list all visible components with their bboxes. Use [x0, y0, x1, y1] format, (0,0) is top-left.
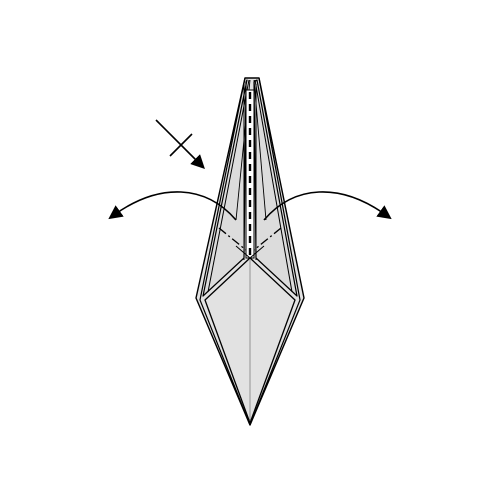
back-layer-edge-right	[249, 77, 301, 426]
mountain-fold-left	[218, 227, 247, 251]
mountain-fold-lines	[218, 227, 282, 251]
spine-strip	[245, 89, 255, 259]
back-layer-edge-left	[199, 77, 251, 426]
curved-arrow-right-icon	[263, 191, 392, 221]
mountain-fold-right	[253, 227, 282, 251]
push-arrow-icon	[155, 119, 205, 169]
model-lower-kite	[204, 245, 296, 424]
push-arrow-shaft	[155, 119, 205, 169]
crease-line	[235, 245, 251, 259]
flap-layer-line	[207, 79, 250, 293]
push-arrow-tick	[169, 133, 193, 157]
flap-layer-line	[254, 79, 293, 293]
curved-arrow-left-icon	[108, 191, 237, 221]
crease-line	[249, 245, 265, 259]
center-spine	[243, 84, 257, 260]
